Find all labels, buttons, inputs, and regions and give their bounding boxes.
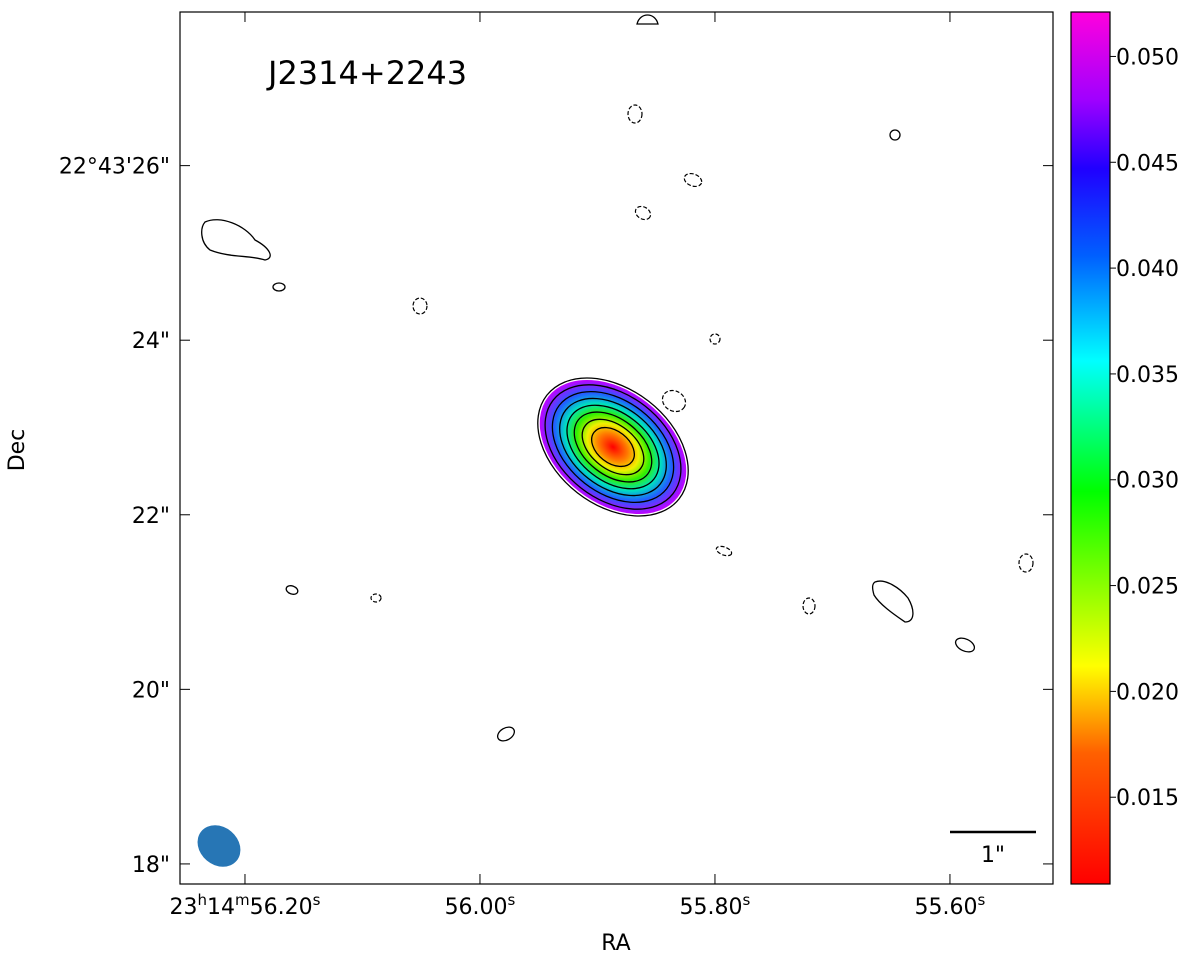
colorbar-tick-label: 0.015 <box>1116 786 1179 811</box>
contour <box>1018 553 1034 573</box>
contour <box>537 377 689 517</box>
contour <box>272 282 286 292</box>
contour <box>627 104 643 124</box>
y-axis-label: Dec <box>5 429 30 472</box>
x-tick-label: 55.80s <box>680 891 751 920</box>
contour <box>709 333 721 345</box>
colorbar <box>1070 11 1111 885</box>
contour <box>715 545 733 557</box>
colorbar-tick-label: 0.045 <box>1116 151 1179 176</box>
beam <box>197 825 241 867</box>
y-tick-label: 24" <box>132 329 170 354</box>
contour <box>683 172 703 188</box>
contour <box>559 397 667 497</box>
colorbar-tick-label: 0.020 <box>1116 680 1179 705</box>
plot-frame <box>179 11 1054 885</box>
contour <box>496 726 516 742</box>
source <box>537 377 689 517</box>
contour <box>551 390 675 504</box>
y-tick-label: 22" <box>132 504 170 529</box>
contour <box>544 384 682 510</box>
colorbar-tick-label: 0.030 <box>1116 469 1179 494</box>
contour <box>201 219 271 261</box>
contour <box>370 593 382 603</box>
y-tick-label: 22°43'26" <box>59 155 170 180</box>
x-tick-label: 23h14m56.20s <box>169 891 320 920</box>
contour <box>954 637 976 653</box>
colorbar-tick-label: 0.035 <box>1116 363 1179 388</box>
contour <box>285 585 299 595</box>
contour <box>412 297 428 315</box>
contour <box>802 597 816 615</box>
x-tick-label: 55.60s <box>915 891 986 920</box>
contour <box>636 14 659 25</box>
scale-bar-label: 1" <box>981 843 1005 868</box>
colorbar-tick-label: 0.025 <box>1116 575 1179 600</box>
x-tick-label: 56.00s <box>445 891 516 920</box>
chart-title: J2314+2243 <box>266 54 467 92</box>
y-tick-label: 18" <box>132 853 170 878</box>
contour <box>591 426 635 468</box>
contour <box>573 411 653 483</box>
contour <box>566 404 660 490</box>
noise-contours <box>201 14 1034 742</box>
contour <box>889 129 901 141</box>
contour <box>661 389 687 413</box>
contour <box>634 205 652 221</box>
y-tick-label: 20" <box>132 678 170 703</box>
colorbar-tick-label: 0.040 <box>1116 257 1179 282</box>
source-emission <box>539 379 687 515</box>
contour <box>871 580 914 623</box>
colorbar-tick-label: 0.050 <box>1116 45 1179 70</box>
x-axis-label: RA <box>601 931 630 956</box>
